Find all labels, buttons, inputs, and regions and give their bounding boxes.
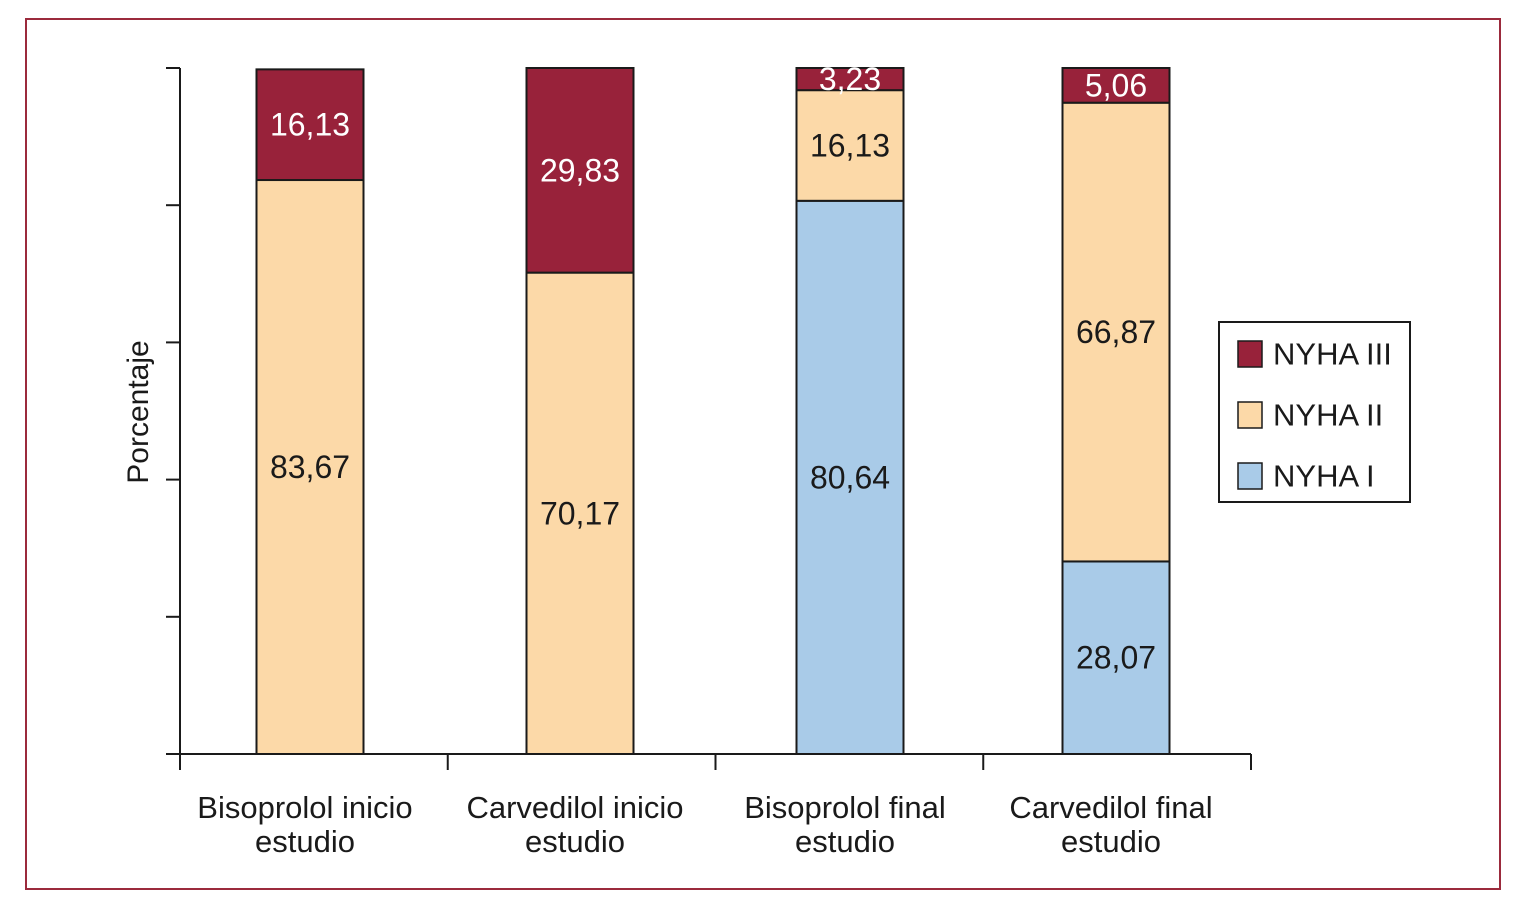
category-label: Carvedilol final estudio (1009, 790, 1212, 859)
legend-swatch (1237, 340, 1263, 368)
bar-segment-nyha-iii (255, 68, 365, 182)
bar-segment-nyha-iii (795, 67, 905, 92)
bar-segment-nyha-iii (525, 67, 635, 274)
y-axis-label: Porcentaje (122, 340, 155, 483)
legend-label: NYHA III (1273, 337, 1392, 372)
data-label: 28,07 (1076, 640, 1156, 676)
legend-swatch (1237, 401, 1263, 429)
chart-frame (25, 18, 1501, 890)
data-label: 3,23 (819, 61, 881, 97)
legend: NYHA III NYHA II NYHA I (1218, 321, 1411, 503)
bar-segment-nyha-ii (1061, 101, 1171, 563)
data-label: 66,87 (1076, 314, 1156, 350)
bar-segment-nyha-ii (255, 179, 365, 755)
data-label: 5,06 (1085, 67, 1147, 103)
bar-segment-nyha-i (795, 199, 905, 756)
data-label: 80,64 (810, 459, 890, 495)
data-label: 29,83 (540, 152, 620, 188)
category-label: Carvedilol inicio estudio (466, 790, 683, 859)
bar-segment-nyha-iii (1061, 67, 1171, 104)
bar-segment-nyha-ii (525, 271, 635, 755)
bar-segment-nyha-i (1061, 560, 1171, 756)
legend-swatch (1237, 462, 1263, 490)
category-labels: Bisoprolol inicio estudio Carvedilol inici… (197, 790, 1212, 859)
data-label: 83,67 (270, 449, 350, 485)
bars: 83,67 16,13 70,17 29,83 80,64 16,13 3,23 28,07 6… (255, 61, 1171, 756)
data-label: 16,13 (810, 127, 890, 163)
legend-label: NYHA II (1273, 398, 1383, 433)
data-label: 16,13 (270, 107, 350, 143)
bar-segment-nyha-ii (795, 89, 905, 202)
category-label: Bisoprolol inicio estudio (197, 790, 412, 859)
legend-label: NYHA I (1273, 459, 1375, 494)
data-label: 70,17 (540, 495, 620, 531)
category-label: Bisoprolol final estudio (744, 790, 946, 859)
